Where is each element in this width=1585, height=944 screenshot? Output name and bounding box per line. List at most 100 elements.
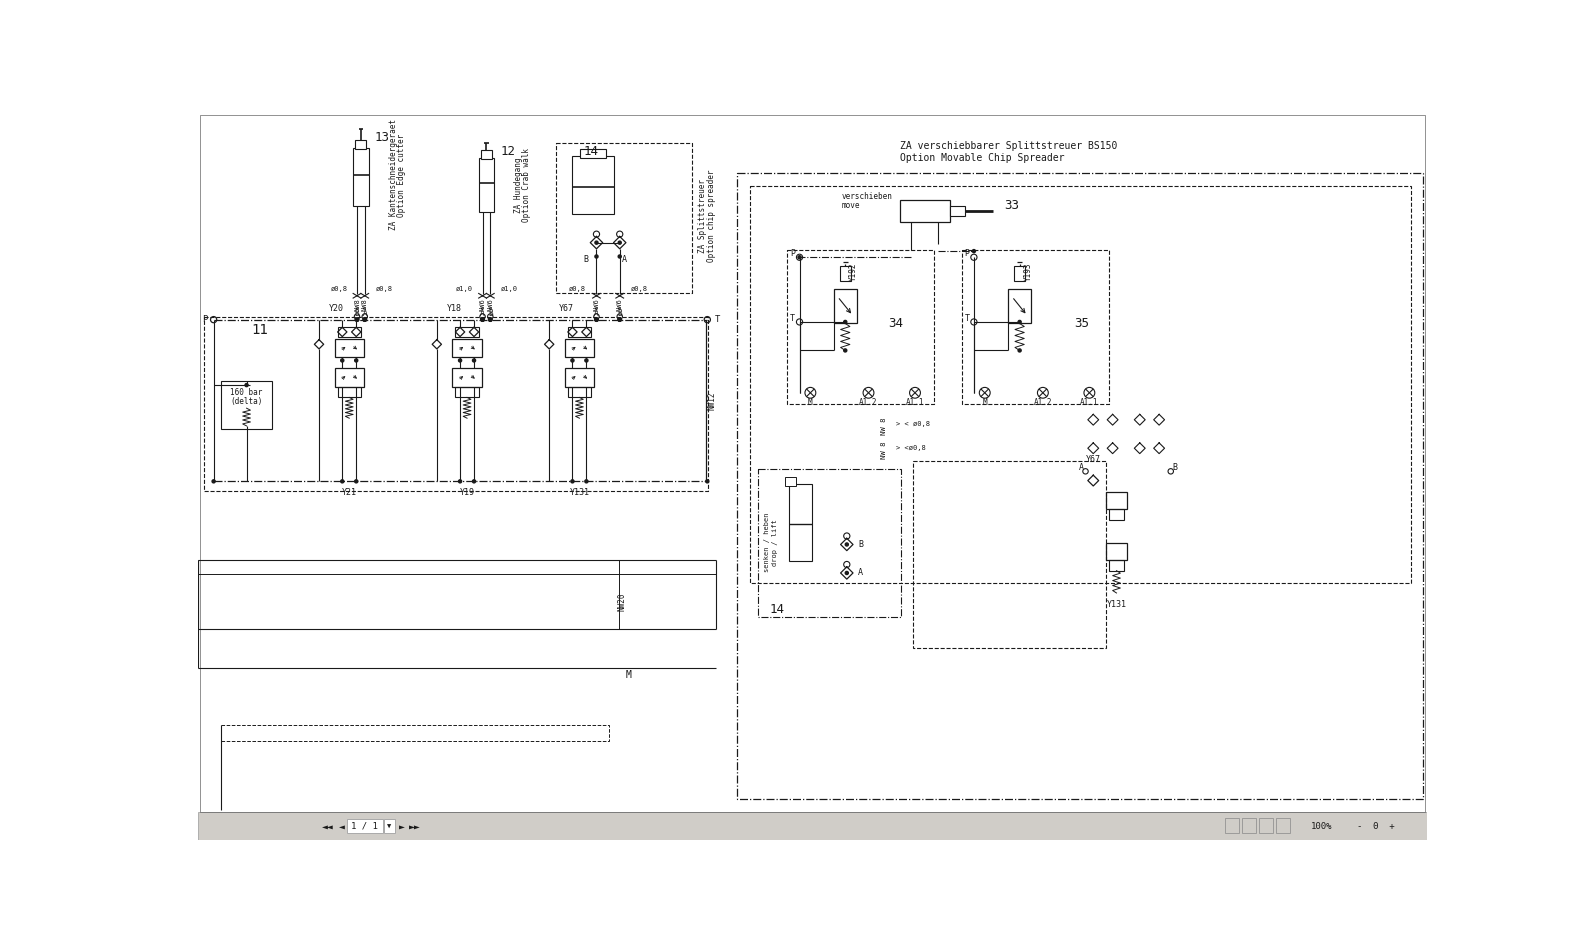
Circle shape xyxy=(488,318,491,321)
Text: ZA verschiebbarer Splittstreuer BS150: ZA verschiebbarer Splittstreuer BS150 xyxy=(900,142,1117,151)
Bar xyxy=(480,150,491,160)
Circle shape xyxy=(705,480,708,483)
Bar xyxy=(962,250,1110,404)
Text: A: A xyxy=(857,568,864,578)
Text: M: M xyxy=(983,397,987,407)
Text: ▼: ▼ xyxy=(387,823,391,829)
Circle shape xyxy=(472,480,476,483)
Text: Option chip spreader: Option chip spreader xyxy=(707,169,716,261)
Circle shape xyxy=(594,241,598,244)
Circle shape xyxy=(1018,349,1021,352)
Bar xyxy=(204,317,708,491)
Bar xyxy=(1014,266,1025,281)
Text: Y18: Y18 xyxy=(447,304,461,313)
Circle shape xyxy=(972,249,975,253)
Bar xyxy=(1110,509,1124,520)
Text: 35: 35 xyxy=(1075,317,1089,330)
Circle shape xyxy=(594,318,598,321)
Bar xyxy=(834,289,857,324)
Text: A1.1: A1.1 xyxy=(905,397,924,407)
Bar xyxy=(758,469,900,616)
Circle shape xyxy=(363,318,366,321)
Text: 160 bar: 160 bar xyxy=(230,388,263,396)
Text: ø0,8: ø0,8 xyxy=(331,286,347,292)
Bar xyxy=(452,339,482,358)
Bar xyxy=(1106,543,1127,560)
Text: ZA Kantenschneidergeraet: ZA Kantenschneidergeraet xyxy=(388,119,398,230)
Circle shape xyxy=(355,359,358,362)
Text: senken / heben: senken / heben xyxy=(764,513,770,572)
Bar xyxy=(789,484,812,562)
Text: ø0,8: ø0,8 xyxy=(376,286,393,292)
Text: NW6: NW6 xyxy=(593,298,599,311)
Text: ►: ► xyxy=(399,821,404,832)
Text: NW12: NW12 xyxy=(707,391,716,410)
Bar xyxy=(750,186,1411,583)
Circle shape xyxy=(1018,320,1021,324)
Bar xyxy=(1276,818,1290,834)
Circle shape xyxy=(355,318,358,321)
Text: NW6: NW6 xyxy=(487,298,493,311)
Text: NW20: NW20 xyxy=(618,593,626,612)
Text: move: move xyxy=(842,201,861,211)
Text: T: T xyxy=(965,313,970,323)
Circle shape xyxy=(341,359,344,362)
Text: T: T xyxy=(791,313,796,323)
Text: NW 8: NW 8 xyxy=(881,417,888,434)
Circle shape xyxy=(594,255,598,258)
Text: 34: 34 xyxy=(888,317,903,330)
Bar xyxy=(198,813,1426,840)
Text: Y131: Y131 xyxy=(569,488,590,497)
Circle shape xyxy=(355,318,358,321)
Bar xyxy=(900,200,949,222)
Bar xyxy=(913,462,1106,648)
Circle shape xyxy=(618,255,621,258)
Text: 14: 14 xyxy=(583,145,598,159)
Bar xyxy=(353,148,369,206)
Bar xyxy=(564,339,594,358)
Text: ◄◄: ◄◄ xyxy=(322,821,334,832)
Circle shape xyxy=(594,318,598,321)
Text: > < ø0,8: > < ø0,8 xyxy=(896,421,930,427)
Text: B: B xyxy=(583,255,588,264)
Circle shape xyxy=(488,318,491,321)
Text: ø1,0: ø1,0 xyxy=(501,286,518,292)
Text: verschieben: verschieben xyxy=(842,192,892,201)
Circle shape xyxy=(355,480,358,483)
Text: M: M xyxy=(808,397,813,407)
Circle shape xyxy=(843,320,846,324)
Bar xyxy=(338,327,361,337)
Text: A: A xyxy=(621,255,628,264)
Text: A: A xyxy=(594,309,599,318)
Circle shape xyxy=(212,480,216,483)
Bar xyxy=(580,149,605,158)
Bar xyxy=(1258,818,1273,834)
Text: B: B xyxy=(1173,463,1178,472)
Text: NW 8: NW 8 xyxy=(881,442,888,460)
Circle shape xyxy=(480,318,485,321)
Circle shape xyxy=(246,383,249,387)
Text: A: A xyxy=(363,309,368,318)
Circle shape xyxy=(797,256,800,259)
Bar xyxy=(737,174,1423,799)
Bar xyxy=(455,387,479,397)
Bar xyxy=(334,368,365,387)
Text: NW8: NW8 xyxy=(353,298,360,311)
Text: ø0,8: ø0,8 xyxy=(569,286,585,292)
Text: B: B xyxy=(857,540,864,549)
Bar xyxy=(1008,289,1032,324)
Text: 100%: 100% xyxy=(1311,822,1333,831)
Bar xyxy=(567,327,591,337)
Text: Y19: Y19 xyxy=(460,488,474,497)
Bar xyxy=(455,327,479,337)
Bar xyxy=(785,477,796,486)
Circle shape xyxy=(363,318,366,321)
Text: (delta): (delta) xyxy=(230,396,263,406)
Bar xyxy=(355,141,366,149)
Text: A1.2: A1.2 xyxy=(859,397,878,407)
Text: 11: 11 xyxy=(250,323,268,337)
Bar xyxy=(556,143,691,293)
Bar xyxy=(222,381,271,429)
Text: 33: 33 xyxy=(1005,199,1019,212)
Bar xyxy=(788,250,935,404)
